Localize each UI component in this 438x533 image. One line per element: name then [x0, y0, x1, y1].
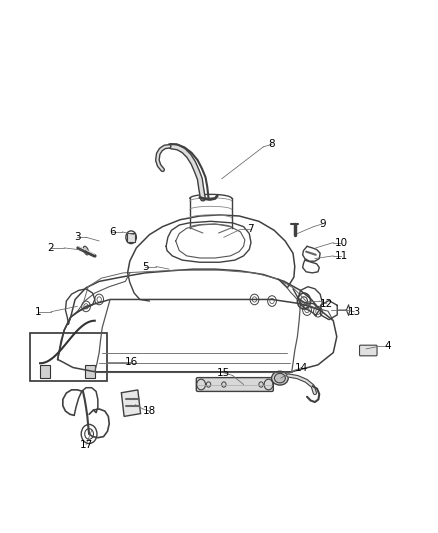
- Text: 11: 11: [334, 251, 347, 261]
- Text: 7: 7: [246, 224, 253, 235]
- Ellipse shape: [271, 371, 288, 385]
- Bar: [40, 365, 49, 378]
- Text: 2: 2: [48, 243, 54, 253]
- Text: 18: 18: [142, 406, 156, 416]
- Bar: [30, 333, 107, 381]
- Text: 17: 17: [79, 440, 92, 450]
- Text: 5: 5: [141, 262, 148, 271]
- Text: 6: 6: [109, 227, 115, 237]
- Ellipse shape: [274, 373, 285, 383]
- Text: 14: 14: [294, 362, 307, 373]
- Text: 12: 12: [319, 298, 332, 309]
- FancyBboxPatch shape: [196, 377, 273, 391]
- Text: 4: 4: [384, 341, 390, 351]
- Bar: [127, 233, 135, 241]
- Text: 1: 1: [35, 306, 41, 317]
- FancyBboxPatch shape: [359, 345, 376, 356]
- Text: 9: 9: [318, 219, 325, 229]
- Text: 13: 13: [347, 306, 360, 317]
- Text: 16: 16: [124, 357, 138, 367]
- Text: 3: 3: [74, 232, 81, 243]
- Text: 10: 10: [334, 238, 347, 247]
- Ellipse shape: [83, 246, 88, 255]
- Bar: [121, 390, 140, 416]
- Text: 8: 8: [268, 139, 275, 149]
- Bar: [85, 365, 95, 378]
- Text: 15: 15: [217, 368, 230, 378]
